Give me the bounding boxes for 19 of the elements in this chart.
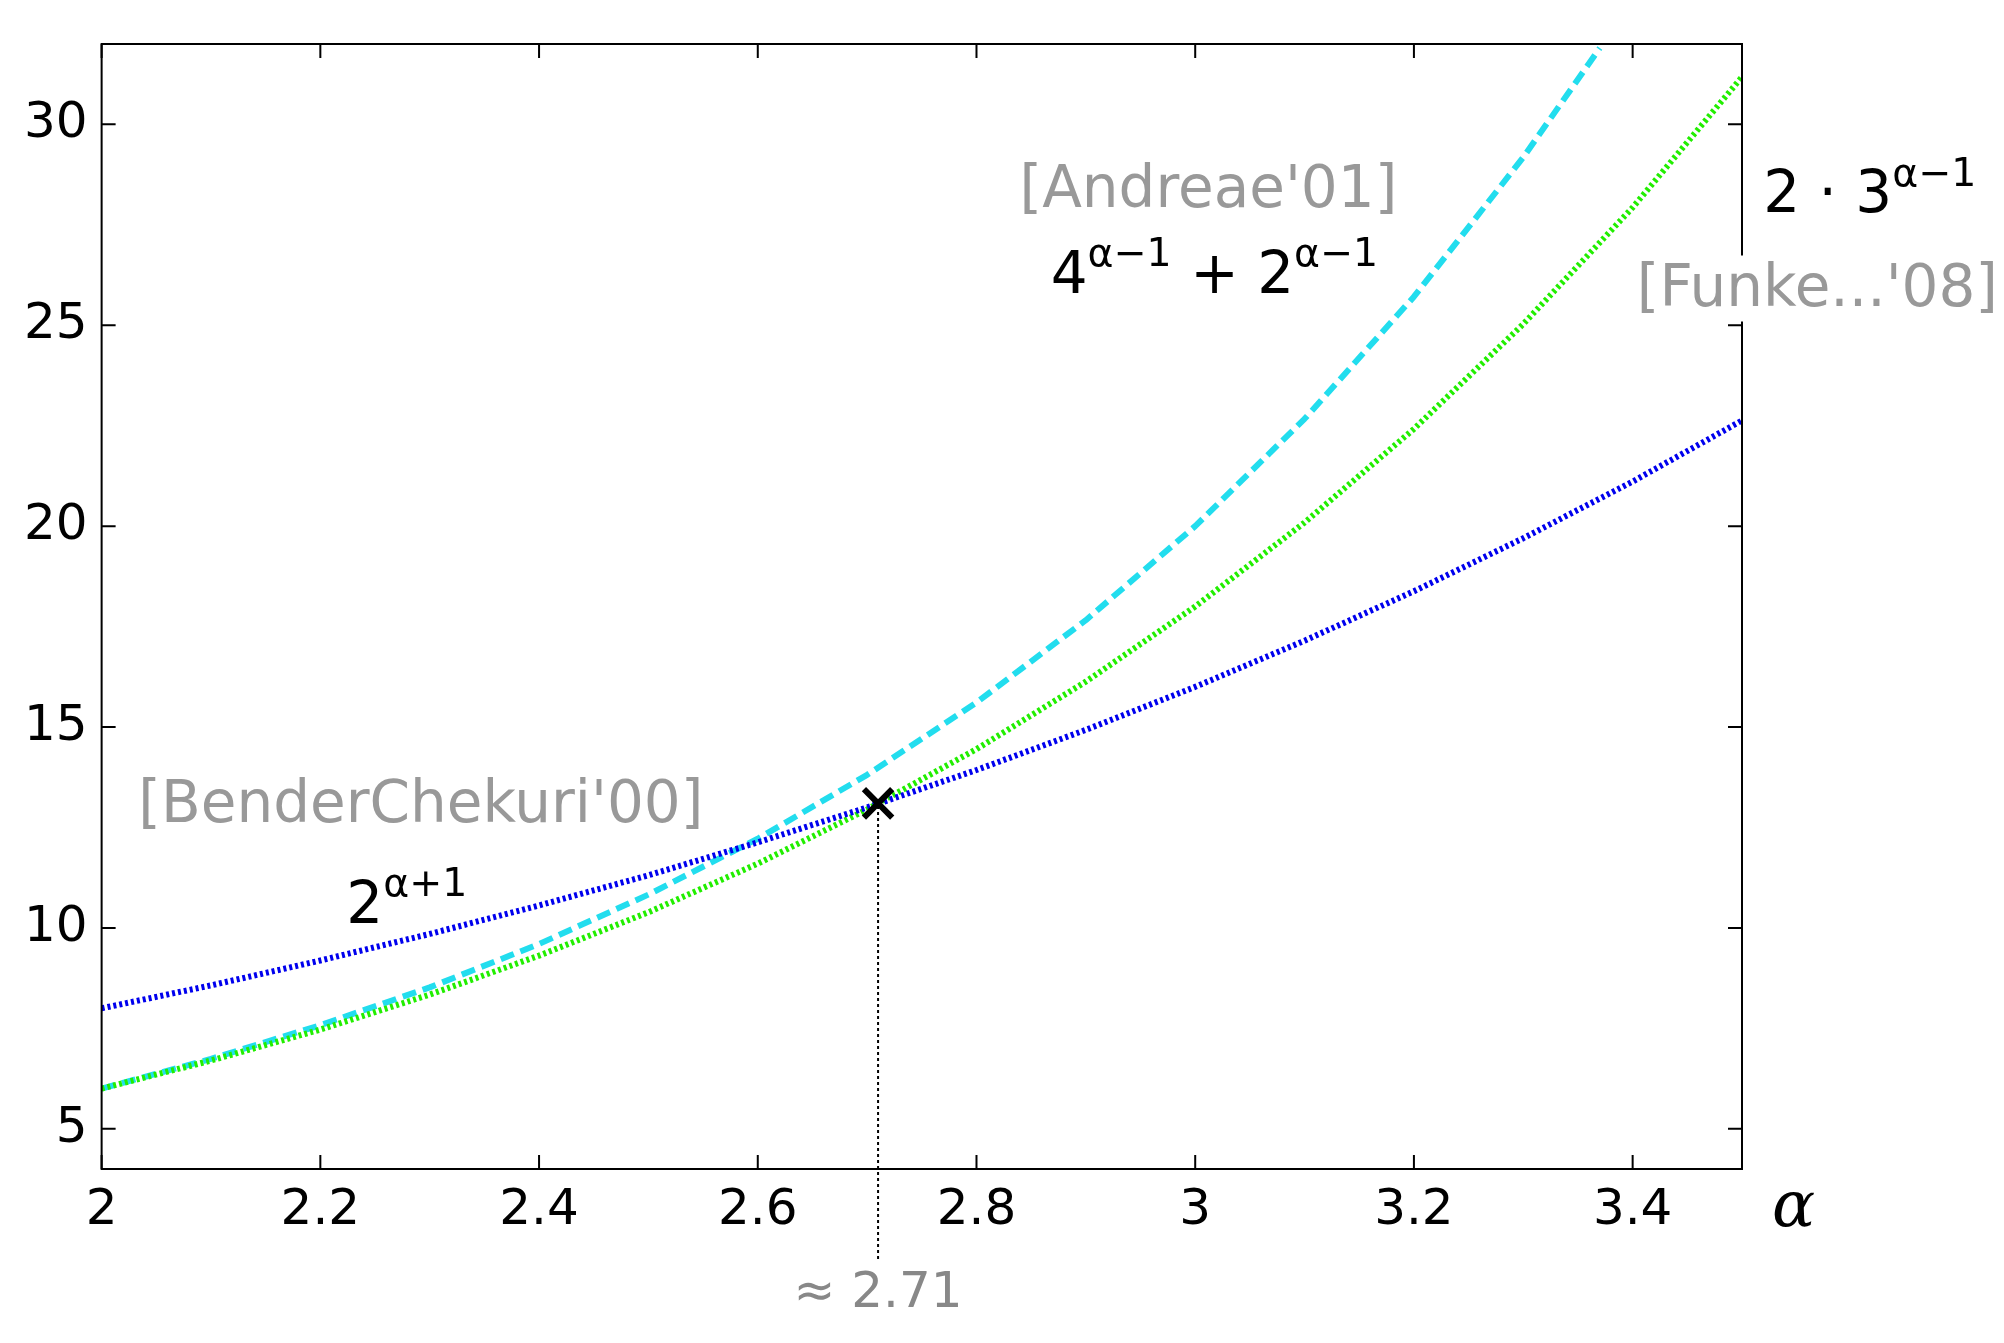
x-tick-label: 3.4 xyxy=(1592,1177,1673,1236)
x-tick-label: 2.4 xyxy=(499,1177,579,1236)
y-tick-label: 10 xyxy=(24,894,88,953)
annotation: [Funke...'08] xyxy=(1636,252,1999,321)
annotation: [BenderChekuri'00] xyxy=(138,768,704,837)
y-tick-label: 15 xyxy=(24,694,88,753)
x-tick-label: 2 xyxy=(85,1177,118,1236)
x-tick-label: 2.2 xyxy=(280,1177,361,1236)
y-tick-label: 30 xyxy=(24,91,88,150)
x-tick-label: 3.2 xyxy=(1374,1177,1454,1236)
x-axis-title: α xyxy=(1772,1166,1816,1241)
ref-line-label: ≈ 2.71 xyxy=(793,1260,963,1319)
annotation: [Andreae'01] xyxy=(1019,153,1398,222)
y-tick-label: 20 xyxy=(24,493,88,552)
x-tick-label: 2.8 xyxy=(936,1177,1017,1236)
x-tick-label: 3 xyxy=(1179,1177,1212,1236)
y-tick-label: 5 xyxy=(55,1095,88,1154)
y-tick-label: 25 xyxy=(24,292,88,351)
x-tick-label: 2.6 xyxy=(718,1177,798,1236)
